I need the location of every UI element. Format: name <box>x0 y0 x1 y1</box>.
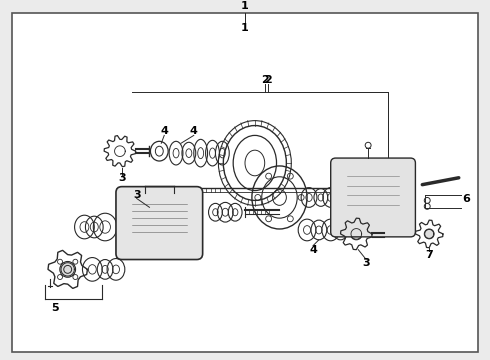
Circle shape <box>424 229 434 239</box>
FancyBboxPatch shape <box>331 158 416 237</box>
Text: 4: 4 <box>160 126 168 136</box>
Circle shape <box>424 203 430 209</box>
FancyBboxPatch shape <box>116 186 203 260</box>
Circle shape <box>147 215 171 239</box>
Circle shape <box>138 205 181 249</box>
Text: 3: 3 <box>133 189 141 199</box>
Text: 4: 4 <box>309 245 317 255</box>
Text: 2: 2 <box>261 75 269 85</box>
Text: 1: 1 <box>241 1 249 11</box>
Circle shape <box>379 199 395 215</box>
Circle shape <box>60 261 75 277</box>
Text: 1: 1 <box>241 23 249 33</box>
Text: 6: 6 <box>463 194 470 204</box>
Text: 3: 3 <box>362 258 370 269</box>
Text: 2: 2 <box>264 75 271 85</box>
Circle shape <box>351 222 357 228</box>
Text: 7: 7 <box>425 249 433 260</box>
Circle shape <box>351 179 379 206</box>
Circle shape <box>350 228 362 240</box>
Text: 5: 5 <box>51 303 59 313</box>
Text: 4: 4 <box>190 126 197 136</box>
Text: 3: 3 <box>118 173 125 183</box>
Circle shape <box>424 198 430 203</box>
Circle shape <box>379 222 385 228</box>
Circle shape <box>365 142 371 148</box>
